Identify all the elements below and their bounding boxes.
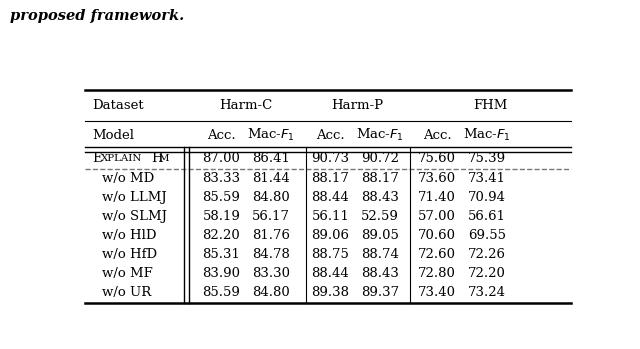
Text: 85.31: 85.31 (202, 248, 240, 261)
Text: 87.00: 87.00 (202, 153, 240, 165)
Text: 89.06: 89.06 (312, 229, 349, 242)
Text: w/o HfD: w/o HfD (102, 248, 157, 261)
Text: 86.41: 86.41 (252, 153, 290, 165)
Text: 82.20: 82.20 (202, 229, 240, 242)
Text: Acc.: Acc. (207, 129, 236, 142)
Text: w/o MD: w/o MD (102, 172, 155, 185)
Text: 85.59: 85.59 (202, 191, 240, 204)
Text: 89.05: 89.05 (361, 229, 399, 242)
Text: Dataset: Dataset (92, 99, 144, 112)
Text: 72.60: 72.60 (418, 248, 456, 261)
Text: 56.11: 56.11 (312, 210, 349, 223)
Text: 81.44: 81.44 (252, 172, 290, 185)
Text: 88.75: 88.75 (312, 248, 349, 261)
Text: 84.80: 84.80 (252, 287, 290, 299)
Text: FHM: FHM (473, 99, 508, 112)
Text: 89.38: 89.38 (312, 287, 349, 299)
Text: 88.43: 88.43 (361, 191, 399, 204)
Text: 73.60: 73.60 (418, 172, 456, 185)
Text: Acc.: Acc. (316, 129, 345, 142)
Text: 75.39: 75.39 (468, 153, 506, 165)
Text: 72.20: 72.20 (468, 267, 506, 280)
Text: w/o MF: w/o MF (102, 267, 153, 280)
Text: 90.73: 90.73 (312, 153, 349, 165)
Text: 73.40: 73.40 (418, 287, 456, 299)
Text: proposed framework.: proposed framework. (10, 9, 184, 23)
Text: 83.33: 83.33 (202, 172, 241, 185)
Text: 83.30: 83.30 (252, 267, 290, 280)
Text: 83.90: 83.90 (202, 267, 241, 280)
Text: 84.80: 84.80 (252, 191, 290, 204)
Text: 72.80: 72.80 (418, 267, 456, 280)
Text: w/o SLMJ: w/o SLMJ (102, 210, 167, 223)
Text: 89.37: 89.37 (361, 287, 399, 299)
Text: 88.74: 88.74 (361, 248, 399, 261)
Text: 85.59: 85.59 (202, 287, 240, 299)
Text: Mac-$F_1$: Mac-$F_1$ (247, 127, 295, 143)
Text: 69.55: 69.55 (468, 229, 506, 242)
Text: 75.60: 75.60 (418, 153, 456, 165)
Text: 56.17: 56.17 (252, 210, 290, 223)
Text: Harm-P: Harm-P (332, 99, 384, 112)
Text: Acc.: Acc. (423, 129, 451, 142)
Text: Mac-$F_1$: Mac-$F_1$ (463, 127, 511, 143)
Text: 90.72: 90.72 (361, 153, 399, 165)
Text: 88.17: 88.17 (361, 172, 399, 185)
Text: Model: Model (92, 129, 134, 142)
Text: 73.41: 73.41 (468, 172, 506, 185)
Text: 56.61: 56.61 (468, 210, 506, 223)
Text: 58.19: 58.19 (202, 210, 240, 223)
Text: Harm-C: Harm-C (220, 99, 273, 112)
Text: 84.78: 84.78 (252, 248, 290, 261)
Text: Mac-$F_1$: Mac-$F_1$ (356, 127, 404, 143)
Text: 73.24: 73.24 (468, 287, 506, 299)
Text: w/o UR: w/o UR (102, 287, 152, 299)
Text: 72.26: 72.26 (468, 248, 506, 261)
Text: 88.17: 88.17 (312, 172, 349, 185)
Text: 88.44: 88.44 (312, 191, 349, 204)
Text: M: M (158, 155, 169, 163)
Text: 71.40: 71.40 (418, 191, 456, 204)
Text: w/o LLMJ: w/o LLMJ (102, 191, 167, 204)
Text: H: H (151, 153, 163, 165)
Text: 70.94: 70.94 (468, 191, 506, 204)
Text: 88.44: 88.44 (312, 267, 349, 280)
Text: XPLAIN: XPLAIN (101, 155, 143, 163)
Text: 57.00: 57.00 (418, 210, 456, 223)
Text: E: E (92, 153, 102, 165)
Text: w/o HlD: w/o HlD (102, 229, 157, 242)
Text: 52.59: 52.59 (361, 210, 399, 223)
Text: 70.60: 70.60 (418, 229, 456, 242)
Text: 88.43: 88.43 (361, 267, 399, 280)
Text: 81.76: 81.76 (252, 229, 290, 242)
